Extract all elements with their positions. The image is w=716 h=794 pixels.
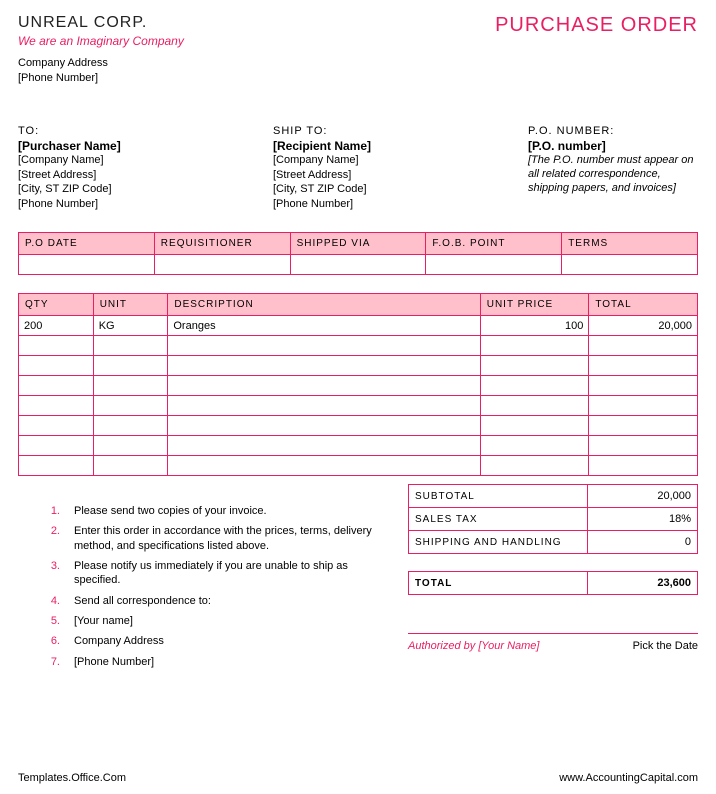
shipto-block: SHIP TO: [Recipient Name] [Company Name]…: [273, 125, 518, 212]
item-row: 200 KG Oranges 100 20,000: [19, 316, 698, 336]
note-1: Please send two copies of your invoice.: [74, 504, 267, 518]
item-row-empty: [19, 376, 698, 396]
to-label: TO:: [18, 125, 263, 137]
item-price: 100: [480, 316, 589, 336]
meta-header-ship: SHIPPED VIA: [290, 233, 426, 255]
item-desc: Oranges: [168, 316, 480, 336]
item-row-empty: [19, 456, 698, 476]
item-row-empty: [19, 416, 698, 436]
item-row-empty: [19, 336, 698, 356]
totals-block: SUBTOTAL 20,000 SALES TAX 18% SHIPPING A…: [408, 484, 698, 675]
note-4: Send all correspondence to:: [74, 594, 211, 608]
col-price: UNIT PRICE: [480, 294, 589, 316]
note-6: Company Address: [74, 634, 164, 648]
company-address: Company Address: [18, 56, 184, 71]
tax-value: 18%: [588, 508, 698, 531]
company-tagline: We are an Imaginary Company: [18, 34, 184, 48]
total-label: TOTAL: [409, 572, 588, 595]
shipto-street: [Street Address]: [273, 168, 518, 183]
footer-left: Templates.Office.Com: [18, 772, 126, 784]
item-row-empty: [19, 396, 698, 416]
item-unit: KG: [93, 316, 168, 336]
to-name: [Purchaser Name]: [18, 139, 263, 153]
col-total: TOTAL: [589, 294, 698, 316]
shipto-phone: [Phone Number]: [273, 197, 518, 212]
footer-right: www.AccountingCapital.com: [559, 772, 698, 784]
meta-header-fob: F.O.B. POINT: [426, 233, 562, 255]
subtotal-label: SUBTOTAL: [409, 485, 588, 508]
item-row-empty: [19, 356, 698, 376]
po-label: P.O. NUMBER:: [528, 125, 698, 137]
col-qty: QTY: [19, 294, 94, 316]
to-city: [City, ST ZIP Code]: [18, 182, 263, 197]
note-5: [Your name]: [74, 614, 133, 628]
to-phone: [Phone Number]: [18, 197, 263, 212]
authorized-by-name: [Your Name]: [478, 640, 539, 652]
note-7: [Phone Number]: [74, 655, 154, 669]
po-note: [The P.O. number must appear on all rela…: [528, 153, 698, 196]
po-block: P.O. NUMBER: [P.O. number] [The P.O. num…: [528, 125, 698, 212]
total-value: 23,600: [588, 572, 698, 595]
to-street: [Street Address]: [18, 168, 263, 183]
meta-header-date: P.O DATE: [19, 233, 155, 255]
note-3: Please notify us immediately if you are …: [74, 559, 390, 588]
item-total: 20,000: [589, 316, 698, 336]
to-block: TO: [Purchaser Name] [Company Name] [Str…: [18, 125, 263, 212]
company-phone: [Phone Number]: [18, 71, 184, 86]
document-title: PURCHASE ORDER: [495, 14, 698, 37]
meta-header-req: REQUISITIONER: [154, 233, 290, 255]
shipto-city: [City, ST ZIP Code]: [273, 182, 518, 197]
note-2: Enter this order in accordance with the …: [74, 524, 390, 553]
meta-row: [19, 255, 698, 275]
meta-header-terms: TERMS: [562, 233, 698, 255]
shipto-company: [Company Name]: [273, 153, 518, 168]
signature-date: Pick the Date: [633, 640, 698, 652]
meta-table: P.O DATE REQUISITIONER SHIPPED VIA F.O.B…: [18, 232, 698, 275]
shipping-label: SHIPPING AND HANDLING: [409, 531, 588, 554]
company-name: UNREAL CORP.: [18, 14, 184, 32]
items-table: QTY UNIT DESCRIPTION UNIT PRICE TOTAL 20…: [18, 293, 698, 476]
shipto-name: [Recipient Name]: [273, 139, 518, 153]
item-row-empty: [19, 436, 698, 456]
item-qty: 200: [19, 316, 94, 336]
col-desc: DESCRIPTION: [168, 294, 480, 316]
shipto-label: SHIP TO:: [273, 125, 518, 137]
to-company: [Company Name]: [18, 153, 263, 168]
tax-label: SALES TAX: [409, 508, 588, 531]
po-number: [P.O. number]: [528, 139, 698, 153]
authorized-by-label: Authorized by: [408, 640, 475, 652]
notes-block: 1.Please send two copies of your invoice…: [18, 484, 390, 675]
subtotal-value: 20,000: [588, 485, 698, 508]
col-unit: UNIT: [93, 294, 168, 316]
shipping-value: 0: [588, 531, 698, 554]
